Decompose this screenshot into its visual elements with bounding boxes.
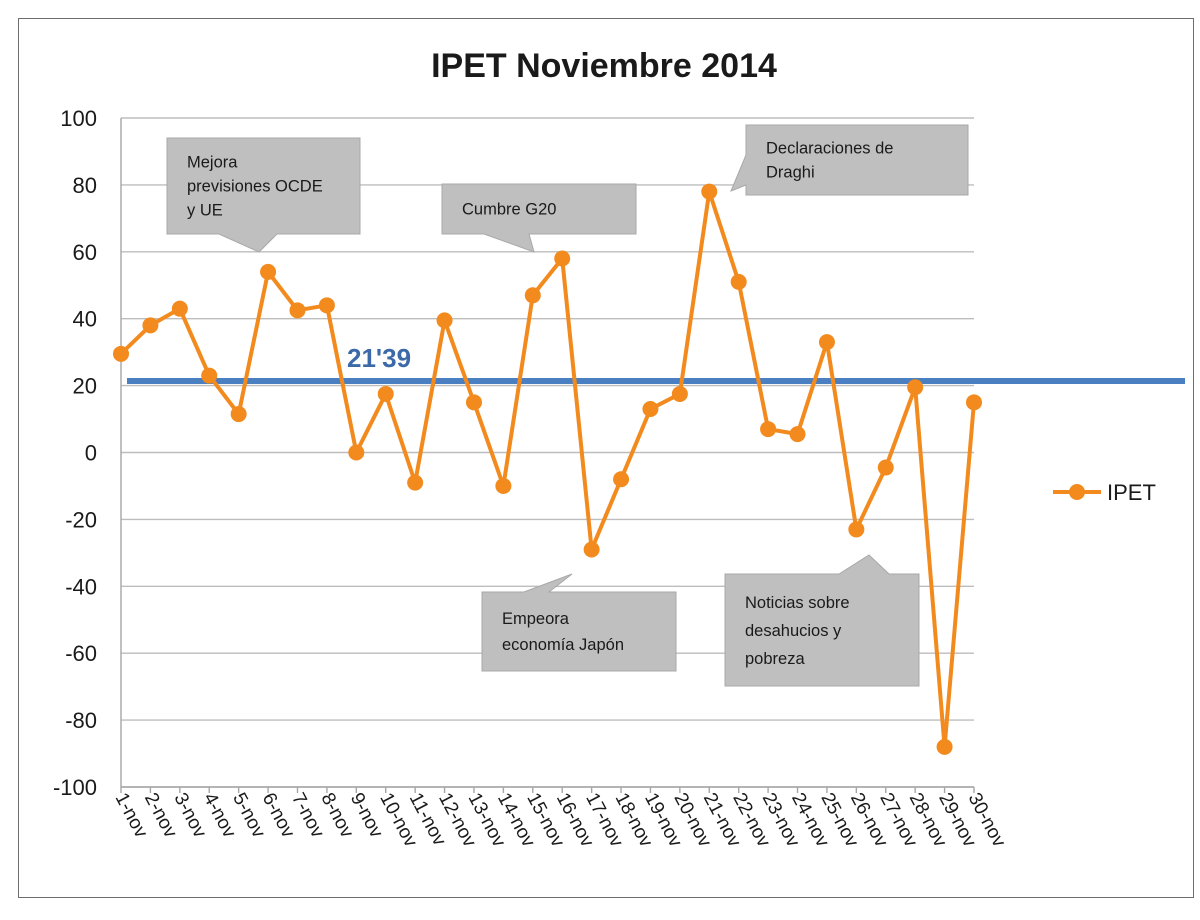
y-tick-label: -60: [65, 641, 97, 666]
x-axis-ticks: 1-nov2-nov3-nov4-nov5-nov6-nov7-nov8-nov…: [111, 789, 1010, 851]
data-point: [260, 263, 277, 280]
data-point: [554, 250, 571, 267]
data-point: [760, 421, 777, 438]
data-point: [730, 273, 747, 290]
data-point: [848, 521, 865, 538]
callout-text: Draghi: [766, 163, 815, 181]
data-point: [407, 474, 424, 491]
legend-label: IPET: [1107, 480, 1156, 505]
callout-box: [441, 183, 637, 253]
callout-text: desahucios y: [745, 622, 842, 640]
callout-text: economía Japón: [502, 636, 624, 654]
callout-text: Empeora: [502, 610, 570, 628]
data-point: [671, 385, 688, 402]
legend: IPET: [1053, 480, 1156, 505]
y-tick-label: 0: [85, 441, 97, 466]
callout-box: [166, 137, 361, 253]
data-point: [142, 317, 159, 334]
data-point: [436, 312, 453, 329]
callout-text: y UE: [187, 201, 223, 219]
chart-frame: IPET Noviembre 2014 100 80 60 40 20 0 -20 -40 -6…: [18, 18, 1194, 898]
callout-text: Declaraciones de: [766, 139, 894, 157]
data-point: [377, 385, 394, 402]
data-point: [171, 300, 188, 317]
data-point: [613, 471, 630, 488]
legend-marker: [1069, 484, 1085, 500]
series-group: [113, 183, 982, 755]
reference-line-group: 21'39: [127, 343, 1185, 384]
y-axis-ticks: 100 80 60 40 20 0 -20 -40 -60 -80 -100: [53, 106, 97, 800]
data-point: [495, 477, 512, 494]
data-point: [348, 444, 365, 461]
data-point: [583, 541, 600, 558]
y-tick-label: -80: [65, 708, 97, 733]
callout-text: pobreza: [745, 650, 805, 668]
y-tick-label: -100: [53, 775, 97, 800]
y-tick-label: 80: [73, 173, 97, 198]
y-tick-label: -20: [65, 507, 97, 532]
gridlines: [120, 117, 975, 793]
data-point: [113, 345, 129, 362]
callout-box: [481, 573, 677, 672]
callout-text: previsiones OCDE: [187, 177, 323, 195]
y-tick-label: 100: [60, 106, 97, 131]
data-point: [966, 394, 982, 411]
callout-text: Cumbre G20: [462, 200, 556, 218]
data-point: [289, 302, 306, 319]
callout-text: Noticias sobre: [745, 594, 850, 612]
y-tick-label: 60: [73, 240, 97, 265]
data-point: [936, 738, 953, 755]
series-line-ipet: [119, 189, 976, 749]
callouts: Mejora previsiones OCDE y UE Cumbre G20 Decl…: [166, 124, 969, 687]
data-point: [642, 401, 659, 418]
callout-text: Mejora: [187, 153, 238, 171]
data-point: [877, 459, 894, 476]
data-point: [465, 394, 482, 411]
y-tick-label: 40: [73, 307, 97, 332]
y-tick-label: -40: [65, 574, 97, 599]
line-chart: IPET Noviembre 2014 100 80 60 40 20 0 -20 -40 -6…: [53, 47, 1185, 851]
data-point: [789, 426, 806, 443]
data-point: [818, 334, 835, 351]
data-point: [524, 287, 541, 304]
data-point: [230, 406, 247, 423]
data-point: [318, 297, 335, 314]
chart-title: IPET Noviembre 2014: [431, 47, 777, 85]
data-point: [201, 367, 218, 384]
data-point: [701, 183, 718, 200]
reference-line-label: 21'39: [347, 343, 411, 373]
y-tick-label: 20: [73, 374, 97, 399]
data-point: [907, 379, 924, 396]
callout-box: [724, 554, 920, 687]
callout-box: [730, 124, 969, 196]
